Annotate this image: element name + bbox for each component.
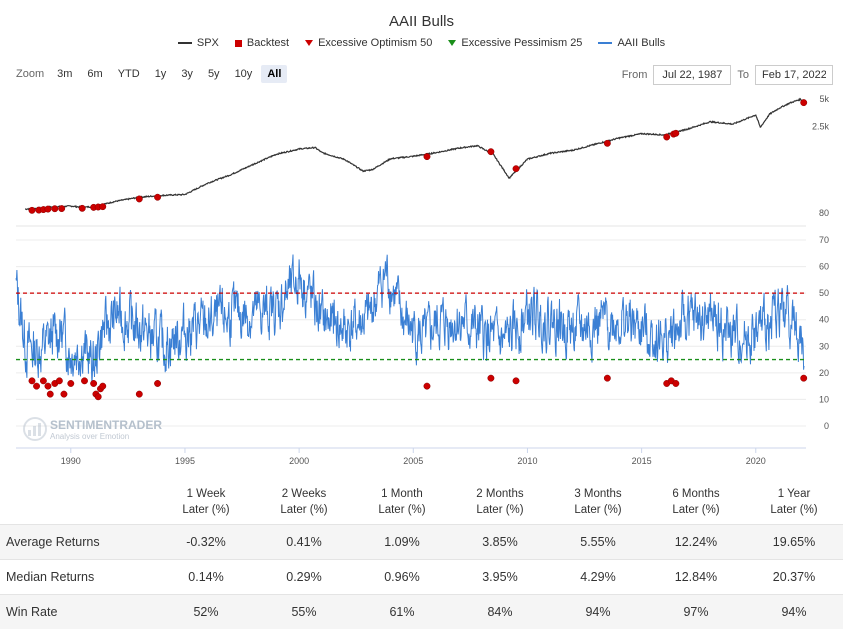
table-cell: 0.14% [157, 560, 255, 595]
aaii-backtest-point [29, 378, 35, 384]
aaii-backtest-point [100, 383, 106, 389]
aaii-backtest-point [673, 380, 679, 386]
aaii-backtest-point [61, 391, 67, 397]
header-1-week: 1 Week Later (%) [157, 484, 255, 525]
aaii-backtest-point [33, 383, 39, 389]
table-cell: 19.65% [745, 525, 843, 560]
header-6-months: 6 Months Later (%) [647, 484, 745, 525]
watermark-name: SENTIMENTRADER [50, 418, 162, 432]
table-row-median-returns: Median Returns 0.14% 0.29% 0.96% 3.95% 4… [0, 560, 843, 595]
table-cell: 12.24% [647, 525, 745, 560]
table-header-row: 1 Week Later (%) 2 Weeks Later (%) 1 Mon… [0, 484, 843, 525]
aaii-backtest-point [47, 391, 53, 397]
aaii-backtest-point [68, 380, 74, 386]
spx-backtest-point [45, 206, 51, 212]
aaii-backtest-point [801, 375, 807, 381]
spx-tick-label: 2.5k [812, 122, 830, 132]
spx-backtest-point [424, 153, 430, 159]
aaii-tick-label: 70 [819, 235, 829, 245]
x-axis-label: 2010 [517, 456, 537, 466]
chart-canvas[interactable]: 80 2.5k 5k 0 10 20 30 40 50 60 70 1990 1995 2000 2005… [0, 0, 843, 480]
spx-plot-area [16, 92, 806, 219]
x-axis-label: 2005 [403, 456, 423, 466]
watermark-tagline: Analysis over Emotion [50, 432, 129, 441]
header-3-months: 3 Months Later (%) [549, 484, 647, 525]
header-1-month: 1 Month Later (%) [353, 484, 451, 525]
row-label: Median Returns [0, 560, 157, 595]
table-cell: 0.41% [255, 525, 353, 560]
spx-backtest-point [100, 203, 106, 209]
sentimentrader-watermark: SENTIMENTRADER Analysis over Emotion [24, 418, 162, 441]
table-cell: 3.95% [451, 560, 549, 595]
spx-backtest-point [52, 206, 58, 212]
table-cell: 5.55% [549, 525, 647, 560]
row-label: Average Returns [0, 525, 157, 560]
aaii-backtest-point [40, 378, 46, 384]
spx-tick-label: 5k [819, 94, 829, 104]
spx-backtest-point [488, 148, 494, 154]
x-axis-label: 1995 [175, 456, 195, 466]
header-1-year: 1 Year Later (%) [745, 484, 843, 525]
aaii-backtest-point [513, 378, 519, 384]
aaii-backtest-point [604, 375, 610, 381]
spx-backtest-point [79, 205, 85, 211]
spx-backtest-point [136, 196, 142, 202]
spx-backtest-point [29, 207, 35, 213]
x-axis-label: 2020 [746, 456, 766, 466]
aaii-backtest-point [56, 378, 62, 384]
table-cell: 0.96% [353, 560, 451, 595]
header-empty [0, 484, 157, 525]
aaii-tick-label: 10 [819, 394, 829, 404]
aaii-tick-label: 50 [819, 288, 829, 298]
table-cell: 12.84% [647, 560, 745, 595]
aaii-backtest-point [488, 375, 494, 381]
sentimentrader-logo-icon [24, 418, 46, 440]
spx-backtest-point [513, 165, 519, 171]
spx-tick-label: 80 [819, 208, 829, 218]
aaii-tick-label: 30 [819, 341, 829, 351]
aaii-backtest-point [81, 378, 87, 384]
table-cell: 0.29% [255, 560, 353, 595]
aaii-backtest-point [45, 383, 51, 389]
aaii-backtest-point [90, 380, 96, 386]
table-cell: 20.37% [745, 560, 843, 595]
returns-table: 1 Week Later (%) 2 Weeks Later (%) 1 Mon… [0, 484, 843, 629]
table-cell: -0.32% [157, 525, 255, 560]
spx-backtest-point [673, 130, 679, 136]
table-row-average-returns: Average Returns -0.32% 0.41% 1.09% 3.85%… [0, 525, 843, 560]
spx-backtest-point [154, 194, 160, 200]
x-axis-label: 2015 [632, 456, 652, 466]
x-axis-label: 2000 [289, 456, 309, 466]
aaii-tick-label: 60 [819, 262, 829, 272]
spx-backtest-point [801, 99, 807, 105]
aaii-backtest-point [95, 394, 101, 400]
aaii-backtest-point [154, 380, 160, 386]
header-2-weeks: 2 Weeks Later (%) [255, 484, 353, 525]
header-2-months: 2 Months Later (%) [451, 484, 549, 525]
spx-panel: 80 2.5k 5k [16, 92, 829, 226]
aaii-tick-label: 0 [824, 421, 829, 431]
table-cell: 4.29% [549, 560, 647, 595]
table-cell: 3.85% [451, 525, 549, 560]
aaii-tick-label: 20 [819, 368, 829, 378]
spx-backtest-point [604, 140, 610, 146]
x-axis-label: 1990 [61, 456, 81, 466]
spx-backtest-point [664, 134, 670, 140]
table-cell: 1.09% [353, 525, 451, 560]
spx-backtest-point [58, 205, 64, 211]
aaii-backtest-point [424, 383, 430, 389]
aaii-backtest-point [136, 391, 142, 397]
aaii-tick-label: 40 [819, 315, 829, 325]
